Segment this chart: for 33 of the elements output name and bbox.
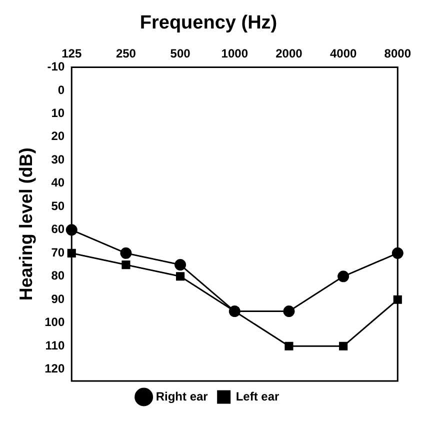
chart-title: Frequency (Hz) (140, 12, 278, 34)
x-tick-label: 250 (116, 46, 136, 60)
y-tick-label: 120 (44, 362, 65, 376)
y-tick-label: 0 (58, 82, 65, 97)
legend-label: Left ear (236, 389, 280, 404)
y-axis-title: Hearing level (dB) (16, 148, 36, 301)
y-tick-label: 10 (51, 106, 65, 120)
y-tick-label: 100 (44, 315, 65, 330)
x-tick-label: 125 (62, 46, 82, 60)
y-tick-label: 70 (51, 245, 65, 260)
point (284, 342, 294, 350)
point (338, 270, 350, 282)
y-tick-label: 60 (51, 222, 65, 236)
x-tick-label: 500 (170, 46, 191, 60)
point (122, 260, 130, 270)
point (174, 259, 186, 271)
point (339, 342, 348, 350)
point (176, 272, 185, 281)
y-tick-label: 20 (51, 129, 65, 144)
point (283, 306, 295, 318)
y-tick-label: -10 (47, 60, 65, 74)
y-tick-label: 50 (51, 198, 65, 213)
x-tick-label: 2000 (276, 46, 303, 60)
y-tick-label: 40 (51, 176, 65, 190)
y-tick-label: 110 (45, 338, 65, 352)
x-tick-label: 1000 (221, 46, 248, 60)
y-tick-label: 30 (51, 152, 65, 166)
x-tick-label: 8000 (384, 46, 412, 60)
legend-label: Right ear (156, 389, 208, 404)
y-tick-label: 80 (51, 268, 65, 283)
x-tick-label: 4000 (330, 46, 357, 60)
y-tick-label: 90 (51, 292, 65, 306)
point (120, 247, 132, 259)
